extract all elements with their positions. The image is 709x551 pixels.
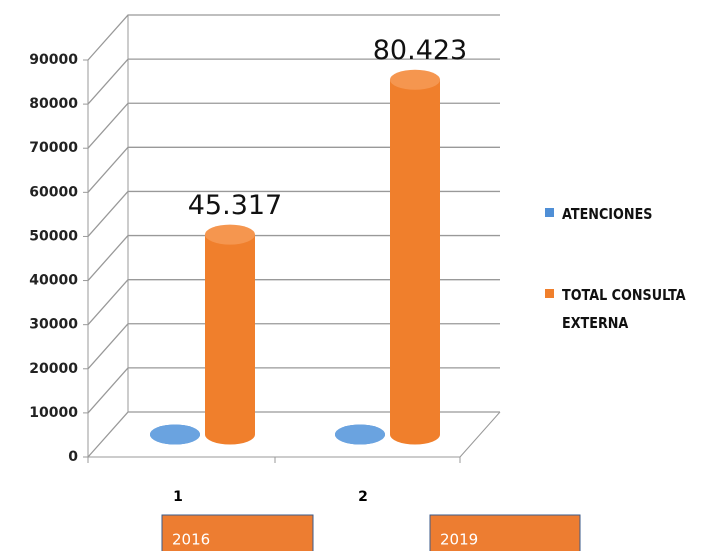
year-label: 2019 (440, 531, 478, 549)
cylinder (335, 424, 385, 445)
cylinder (205, 224, 255, 445)
grid-line (87, 190, 500, 237)
cylinder-top (205, 224, 255, 245)
year-box (429, 514, 581, 551)
legend-swatch (545, 289, 554, 298)
y-tick-label: 40000 (29, 273, 78, 289)
cylinder (390, 69, 440, 445)
x-tick-label: 2 (358, 489, 368, 505)
y-tick-label: 70000 (29, 140, 78, 156)
grid-line (87, 367, 500, 414)
y-tick-label: 20000 (29, 361, 78, 377)
grid-line (87, 146, 500, 193)
cylinder-body (205, 234, 255, 435)
cylinder (150, 424, 200, 445)
cylinder-body (390, 79, 440, 435)
cylinder-top (335, 424, 385, 445)
cylinder-top (150, 424, 200, 445)
y-tick-label: 30000 (29, 317, 78, 333)
grid-line (87, 102, 500, 149)
grid-line (87, 58, 500, 105)
grid-line (87, 14, 500, 61)
y-tick-label: 60000 (29, 184, 78, 200)
legend-label: TOTAL CONSULTA EXTERNA (562, 286, 686, 332)
grid-line (87, 279, 500, 326)
x-tick-label: 1 (173, 489, 183, 505)
y-tick-label: 10000 (29, 405, 78, 421)
grid-line (87, 411, 500, 458)
legend-label: ATENCIONES (562, 205, 653, 223)
y-tick-label: 0 (68, 449, 78, 465)
year-label: 2016 (172, 531, 210, 549)
cylinder-top (390, 69, 440, 90)
y-tick-label: 50000 (29, 228, 78, 244)
y-tick-label: 80000 (29, 96, 78, 112)
y-tick-label: 90000 (29, 52, 78, 68)
grid-line (87, 323, 500, 370)
data-label: 45.317 (188, 190, 282, 221)
legend-swatch (545, 208, 554, 217)
grid-line (87, 234, 500, 281)
data-label: 80.423 (373, 35, 467, 66)
year-box (161, 514, 314, 551)
floor-edge (459, 411, 501, 458)
